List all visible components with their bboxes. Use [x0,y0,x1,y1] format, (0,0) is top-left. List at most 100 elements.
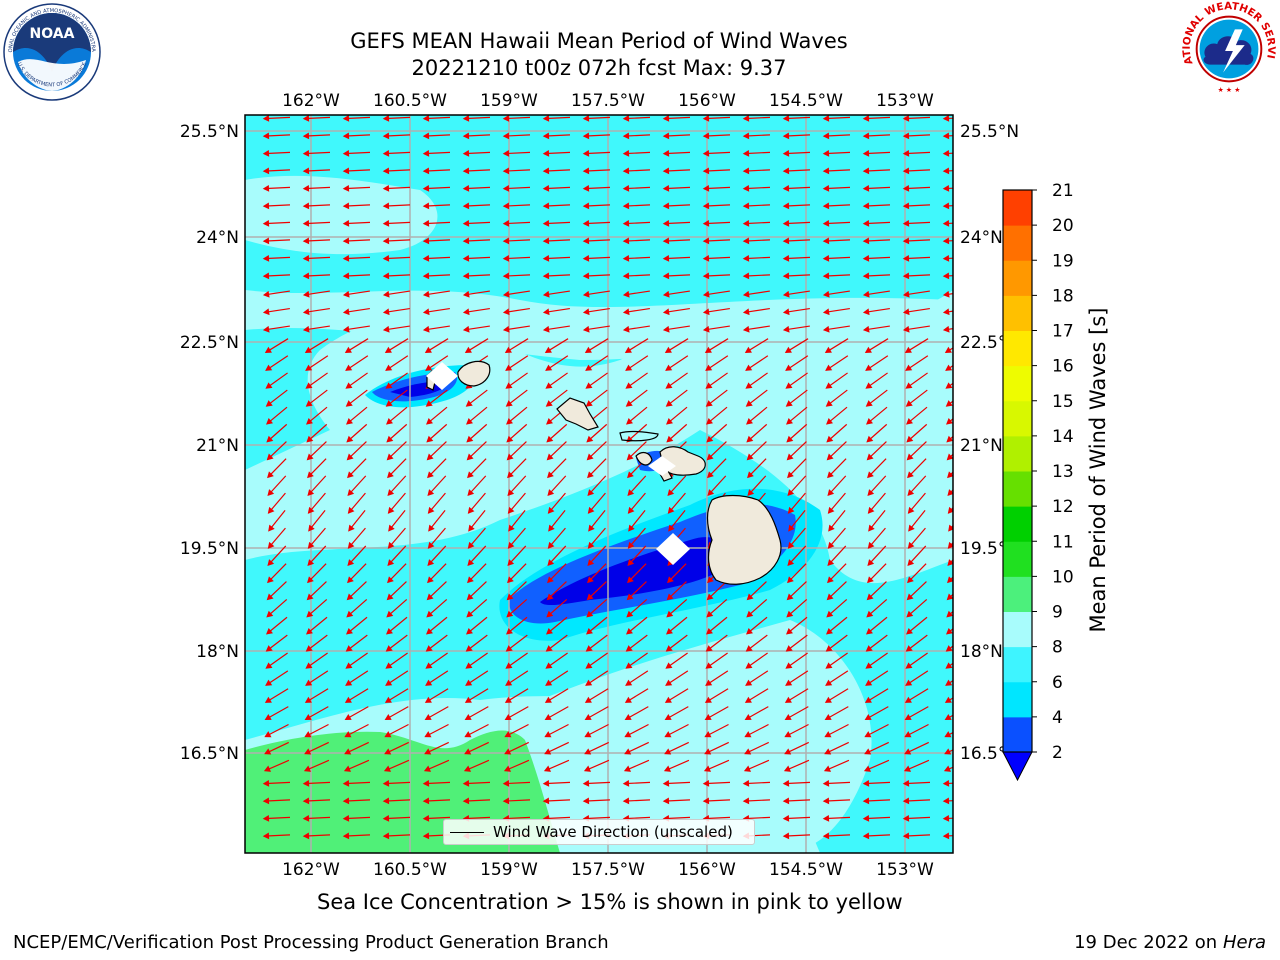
wind-wave-arrow [702,167,731,175]
wind-wave-arrow [342,779,371,787]
wind-wave-arrow [826,423,848,443]
wind-wave-arrow [507,458,527,479]
wind-wave-arrow [384,741,409,755]
wind-wave-arrow [266,423,288,443]
wind-wave-arrow [382,132,411,140]
longitude-tick-label: 159°W [480,860,538,880]
wind-wave-arrow [822,254,851,262]
wind-wave-arrow [462,219,491,227]
wind-wave-arrow [742,184,771,192]
wind-wave-arrow [384,338,409,353]
wind-wave-arrow [705,616,728,635]
wind-wave-arrow [782,132,811,140]
wind-wave-arrow [343,759,370,772]
wind-wave-arrow [827,563,847,584]
wind-wave-arrow [706,598,728,618]
wind-wave-arrow [622,290,650,298]
wind-wave-arrow [265,372,288,389]
wind-wave-arrow [905,670,929,686]
wind-wave-arrow [262,832,291,840]
wind-wave-arrow [742,149,771,157]
wind-wave-arrow [544,723,569,738]
wind-wave-arrow [822,290,850,298]
wind-wave-arrow [902,307,930,316]
legend-label: Wind Wave Direction (unscaled) [493,823,733,841]
wind-wave-arrow [666,581,687,601]
wind-wave-arrow [626,441,647,461]
wind-wave-arrow [544,338,569,353]
wind-wave-arrow [862,237,891,245]
island-oahu [556,397,599,431]
wind-wave-arrow [306,598,328,618]
wind-wave-arrow [746,581,767,601]
wind-wave-arrow [864,723,889,738]
wind-wave-arrow [502,254,531,262]
wind-wave-arrow [302,814,331,822]
wind-wave-arrow [504,338,529,353]
wind-wave-arrow [548,509,566,532]
wind-wave-arrow [867,458,887,479]
wind-wave-arrow [825,652,848,669]
wind-wave-arrow [944,696,953,703]
wind-wave-arrow [942,184,953,192]
wind-wave-arrow [262,149,291,157]
wind-wave-arrow [382,779,411,787]
wind-wave-arrow [466,441,487,461]
wind-wave-arrow [785,389,808,407]
wind-wave-arrow [822,202,851,210]
wind-wave-arrow [344,688,369,703]
wind-wave-arrow [505,652,528,669]
wind-wave-arrow [386,441,407,461]
wind-wave-arrow [506,581,527,601]
wind-wave-arrow [622,237,651,245]
wind-wave-arrow [262,779,291,787]
colorbar-bin [1003,646,1032,683]
wind-wave-arrow [344,706,369,721]
wind-wave-arrow [628,509,646,532]
colorbar-bin [1003,365,1032,402]
wind-wave-arrow [585,355,609,371]
wind-wave-arrow [746,441,767,461]
wind-wave-arrow [623,759,650,772]
wind-wave-arrow [424,723,449,738]
wind-wave-arrow [865,634,888,652]
wind-wave-arrow [865,616,888,635]
wind-wave-arrow [542,779,571,787]
wind-wave-arrow [905,652,928,669]
wind-wave-arrow [945,382,953,389]
wind-wave-arrow [502,219,531,227]
wind-wave-arrow [867,475,887,497]
wind-wave-arrow [827,492,846,514]
wind-wave-arrow [386,598,408,618]
wind-wave-arrow [427,527,446,549]
wind-wave-arrow [827,475,847,497]
wind-wave-arrow [342,307,370,316]
latitude-tick-label: 21°N [196,436,239,456]
wind-wave-arrow [784,706,809,721]
wind-wave-arrow [545,634,568,652]
longitude-tick-label: 159°W [480,91,538,111]
wind-wave-arrow [462,272,491,280]
colorbar-under-extension [1002,751,1033,782]
wind-wave-arrow [782,202,811,210]
wind-wave-arrow [622,325,650,333]
wind-wave-arrow [702,237,731,245]
wind-wave-arrow [265,634,288,652]
wind-wave-arrow [944,713,953,721]
wind-wave-arrow [382,167,411,175]
wind-wave-arrow [862,779,891,787]
wind-wave-arrow [385,355,409,371]
wind-wave-arrow [422,290,450,298]
wind-wave-arrow [302,184,331,192]
footer-date: 19 Dec 2022 on Hera [1074,932,1266,953]
wind-wave-arrow [264,338,289,353]
wind-wave-arrow [742,272,771,280]
wind-wave-arrow [785,372,808,389]
wind-wave-arrow [946,417,953,425]
wind-wave-arrow [745,652,768,669]
wind-wave-arrow [942,797,953,805]
wind-wave-arrow [624,338,649,353]
wind-wave-arrow [782,814,811,822]
wind-wave-arrow [546,598,568,618]
wind-wave-arrow [422,132,451,140]
